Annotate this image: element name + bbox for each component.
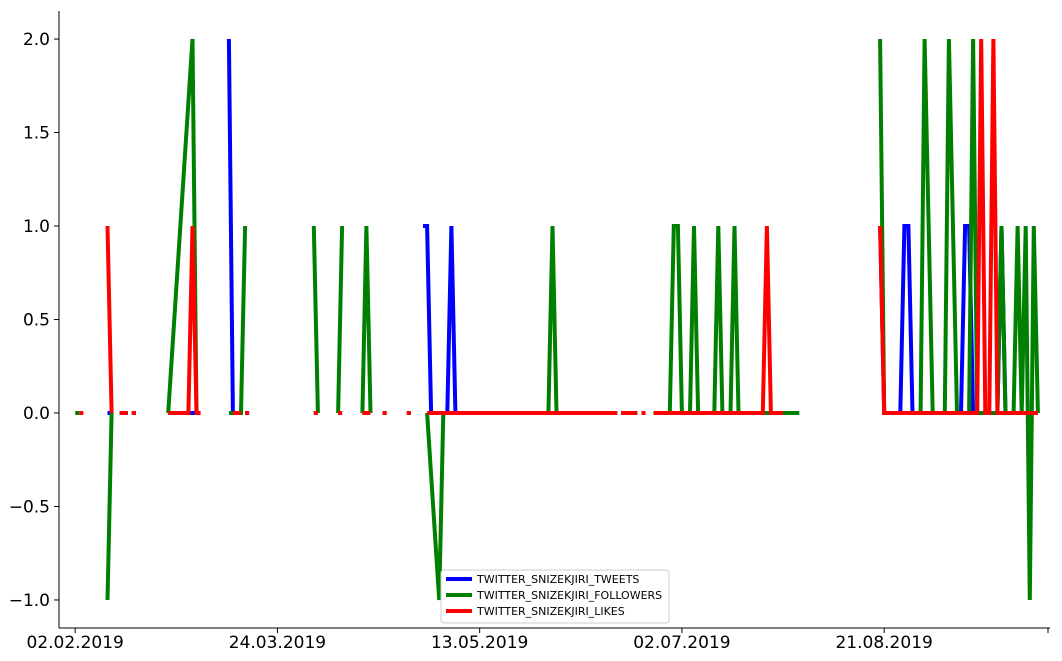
series-1 [107, 38, 1038, 415]
x-axis-ticks: 02.02.2019 24.03.2019 13.05.2019 02.07.2019… [27, 628, 933, 653]
series-line-segment [423, 224, 618, 415]
series-line-segment [105, 412, 114, 601]
legend-box [440, 569, 670, 624]
x-tick-label: 24.03.2019 [229, 633, 326, 653]
y-tick-label: −0.5 [9, 497, 50, 517]
series-line-segment [336, 225, 345, 414]
y-tick-label: 0.5 [23, 311, 50, 331]
series-3 [79, 38, 1038, 415]
series-line-segment [226, 38, 241, 415]
legend: TWITTER_SNIZEKJIRI_TWEETS TWITTER_SNIZEKJ… [440, 569, 670, 624]
legend-label: TWITTER_SNIZEKJIRI_FOLLOWERS [476, 589, 662, 602]
series-line-segment [311, 225, 320, 414]
y-axis-ticks: −1.0 −0.5 0.0 0.5 1.0 1.5 2.0 [9, 30, 59, 611]
series-line-segment [878, 38, 1038, 415]
y-tick-label: 1.0 [23, 217, 50, 237]
series-line-segment [653, 224, 800, 415]
legend-label: TWITTER_SNIZEKJIRI_LIKES [476, 605, 625, 618]
y-tick-label: 2.0 [23, 30, 50, 50]
y-tick-label: 0.0 [23, 404, 50, 424]
legend-label: TWITTER_SNIZEKJIRI_TWEETS [476, 573, 639, 586]
x-tick-label: 02.07.2019 [633, 633, 730, 653]
series-line-segment [168, 225, 201, 415]
y-tick-label: 1.5 [23, 124, 50, 144]
y-tick-label: −1.0 [9, 591, 50, 611]
series-line-segment [105, 225, 114, 414]
series-line-segment [360, 225, 373, 414]
series-layer [75, 38, 1040, 601]
series-line-segment [653, 225, 783, 415]
x-tick-label: 21.08.2019 [835, 633, 932, 653]
x-tick-label: 13.05.2019 [431, 633, 528, 653]
x-tick-label: 02.02.2019 [27, 633, 124, 653]
series-2 [75, 38, 1040, 601]
